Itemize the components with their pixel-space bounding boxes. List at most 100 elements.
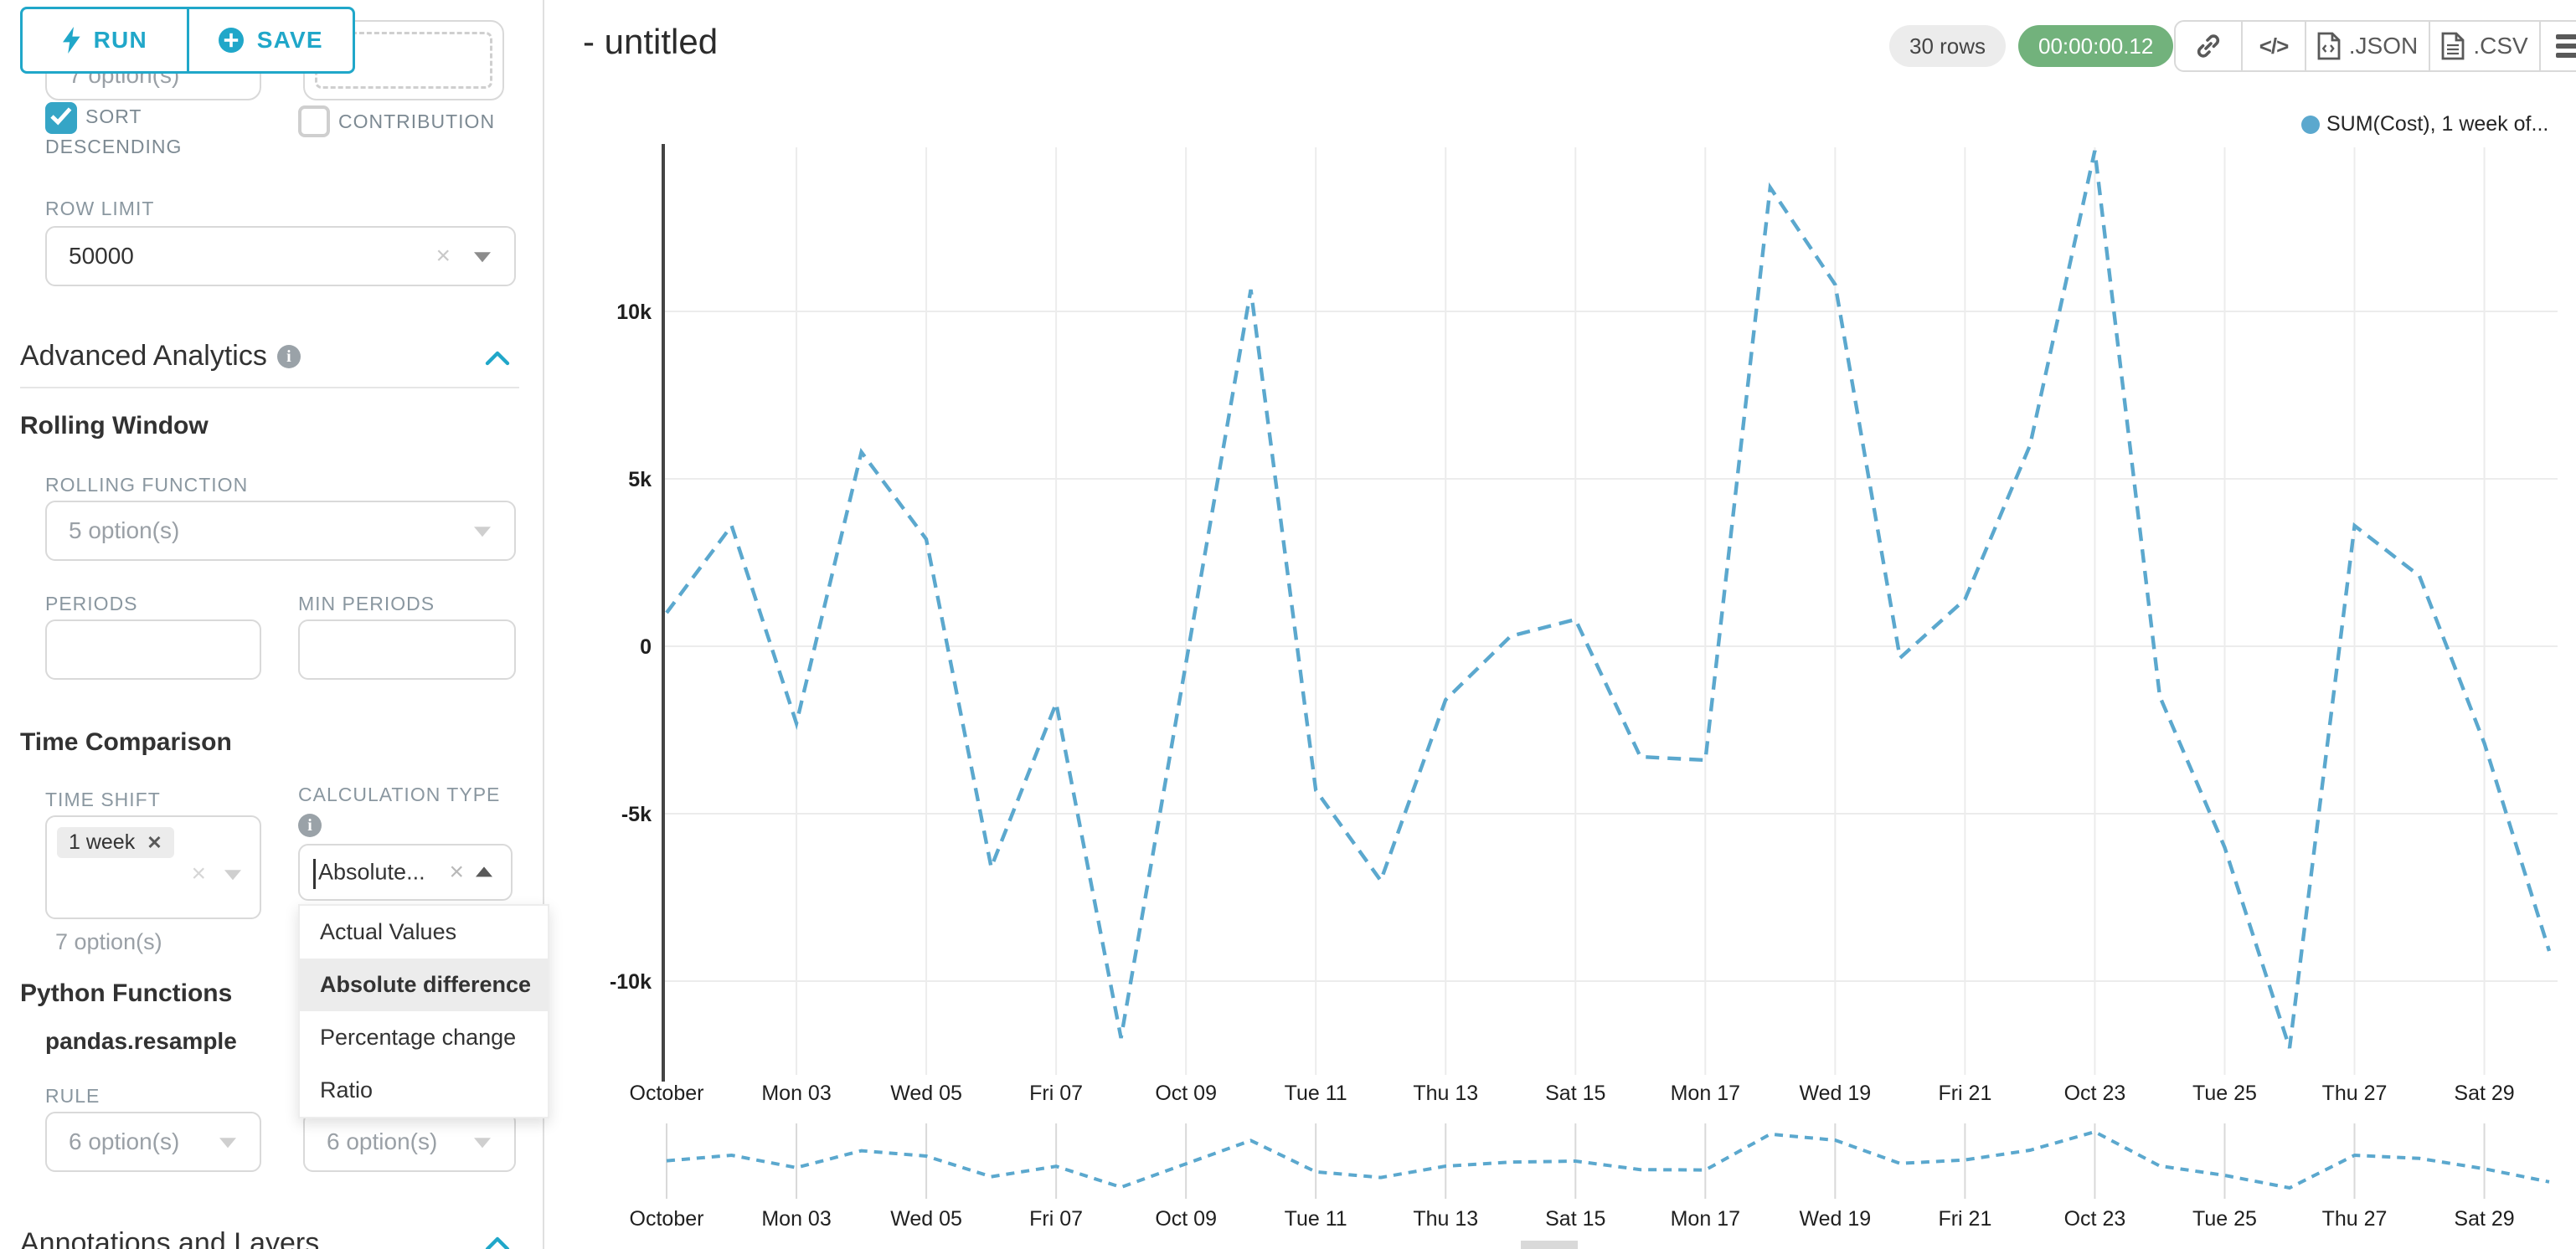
dropdown-option[interactable]: Percentage change [320,1025,517,1050]
save-button-label: SAVE [256,27,323,53]
run-save-button-group: RUN SAVE [20,7,355,74]
sort-descending-checkbox[interactable] [45,102,77,134]
export-json-button[interactable]: .JSON [2305,22,2429,70]
run-button[interactable]: RUN [23,9,187,71]
svg-text:Sat 29: Sat 29 [2454,1082,2514,1105]
resize-handle[interactable] [1521,1241,1578,1249]
contribution-checkbox[interactable] [298,105,330,137]
chevron-up-icon[interactable] [484,350,511,367]
chevron-down-icon[interactable] [474,252,491,263]
dropdown-option[interactable]: Ratio [320,1077,374,1103]
svg-text:Tue 25: Tue 25 [2192,1082,2257,1105]
export-json-label: .JSON [2348,33,2419,59]
chart-title: - untitled [583,22,719,61]
sort-descending-label-2: DESCENDING [45,136,183,157]
row-limit-label: ROW LIMIT [45,198,155,219]
hamburger-menu-icon [2556,34,2576,58]
rule-select[interactable]: 6 option(s) [45,1112,261,1172]
section-divider [20,387,519,388]
advanced-analytics-header[interactable]: Advanced Analytics i [20,340,301,373]
annotations-title: Annotations and Layers [20,1227,320,1249]
python-functions-title: Python Functions [20,979,233,1007]
clear-icon[interactable]: × [191,860,206,887]
share-link-button[interactable] [2176,22,2241,70]
clear-icon[interactable]: × [435,242,451,270]
chart-legend[interactable]: SUM(Cost), 1 week of... [2301,112,2548,136]
row-limit-select[interactable]: 50000 × [45,226,516,286]
chevron-down-icon[interactable] [224,870,241,881]
svg-text:Thu 13: Thu 13 [1413,1207,1478,1231]
svg-text:Wed 19: Wed 19 [1800,1207,1872,1231]
annotations-header[interactable]: Annotations and Layers [20,1227,319,1249]
rule-select-2[interactable]: 6 option(s) [303,1112,516,1172]
row-count-badge: 30 rows [1889,25,2007,67]
svg-text:Fri 07: Fri 07 [1029,1207,1083,1231]
svg-text:Oct 23: Oct 23 [2064,1207,2126,1231]
calculation-type-select[interactable]: Absolute... × [298,844,513,901]
rolling-function-label: ROLLING FUNCTION [45,474,249,496]
time-shift-select[interactable]: 1 week ✕ × [45,815,261,919]
svg-text:Wed 19: Wed 19 [1800,1082,1872,1105]
remove-tag-icon[interactable]: ✕ [147,831,162,853]
svg-text:-5k: -5k [621,803,652,826]
chevron-up-icon[interactable] [484,1236,511,1249]
plus-circle-icon [218,28,244,53]
periods-input[interactable] [45,619,261,680]
time-series-chart[interactable]: 10k 5k 0 -5k -10k October Mon 03 Wed 05 Fri 07 Oc… [544,0,2576,1249]
info-icon[interactable]: i [276,344,301,368]
svg-text:0: 0 [640,635,652,659]
csv-file-icon [2441,32,2465,60]
row-limit-value: 50000 [69,243,134,269]
svg-text:Fri 21: Fri 21 [1938,1207,1991,1231]
svg-text:Sat 15: Sat 15 [1545,1082,1605,1105]
svg-text:Thu 27: Thu 27 [2322,1207,2388,1231]
calculation-type-label: CALCULATION TYPE [298,784,501,805]
more-options-button[interactable] [2539,22,2576,70]
time-shift-placeholder: 7 option(s) [55,929,162,954]
json-file-icon [2317,32,2341,60]
dropdown-option[interactable]: Absolute difference [300,959,548,1011]
info-icon[interactable]: i [298,814,322,837]
svg-text:Tue 25: Tue 25 [2192,1207,2257,1231]
sort-descending-label-1: SORT [85,105,142,127]
min-periods-input[interactable] [298,619,516,680]
svg-text:Sat 29: Sat 29 [2454,1207,2514,1231]
svg-text:Fri 07: Fri 07 [1029,1082,1083,1105]
lightning-bolt-icon [62,27,80,54]
code-icon: </> [2259,33,2290,59]
svg-text:Sat 15: Sat 15 [1545,1207,1605,1231]
export-csv-button[interactable]: .CSV [2429,22,2539,70]
contribution-label: CONTRIBUTION [338,111,496,132]
dropdown-option[interactable]: Actual Values [320,919,457,944]
rolling-function-value: 5 option(s) [69,517,180,543]
save-button[interactable]: SAVE [186,9,353,71]
panel-divider [543,0,544,1249]
chevron-down-icon[interactable] [474,527,491,537]
svg-text:Thu 13: Thu 13 [1413,1082,1478,1105]
chevron-down-icon[interactable] [474,1138,491,1149]
chevron-down-icon[interactable] [219,1138,236,1149]
svg-text:Oct 09: Oct 09 [1155,1082,1217,1105]
rule-select-2-value: 6 option(s) [327,1128,438,1154]
calculation-type-dropdown: Actual Values Absolute difference Percenta… [298,904,549,1118]
controls-sidebar: RUN SAVE 7 option(s) SORT DESCENDING [0,0,549,1249]
svg-text:October: October [630,1207,704,1231]
view-query-button[interactable]: </> [2241,22,2305,70]
rule-select-value: 6 option(s) [69,1128,180,1154]
advanced-analytics-title: Advanced Analytics [20,340,267,372]
time-shift-tag[interactable]: 1 week ✕ [57,827,174,858]
svg-text:Oct 23: Oct 23 [2064,1082,2126,1105]
export-csv-label: .CSV [2473,33,2528,59]
chevron-up-icon[interactable] [476,866,492,877]
rolling-function-select[interactable]: 5 option(s) [45,501,516,561]
svg-text:Mon 03: Mon 03 [761,1207,831,1231]
svg-text:Wed 05: Wed 05 [890,1082,962,1105]
legend-series-label: SUM(Cost), 1 week of... [2326,112,2549,136]
run-button-label: RUN [93,27,147,53]
svg-text:Oct 09: Oct 09 [1155,1207,1217,1231]
clear-icon[interactable]: × [449,858,464,886]
svg-text:Tue 11: Tue 11 [1285,1207,1347,1231]
svg-text:10k: 10k [616,301,652,324]
query-timer-badge: 00:00:00.12 [2018,25,2174,67]
time-shift-tag-label: 1 week [69,830,136,854]
